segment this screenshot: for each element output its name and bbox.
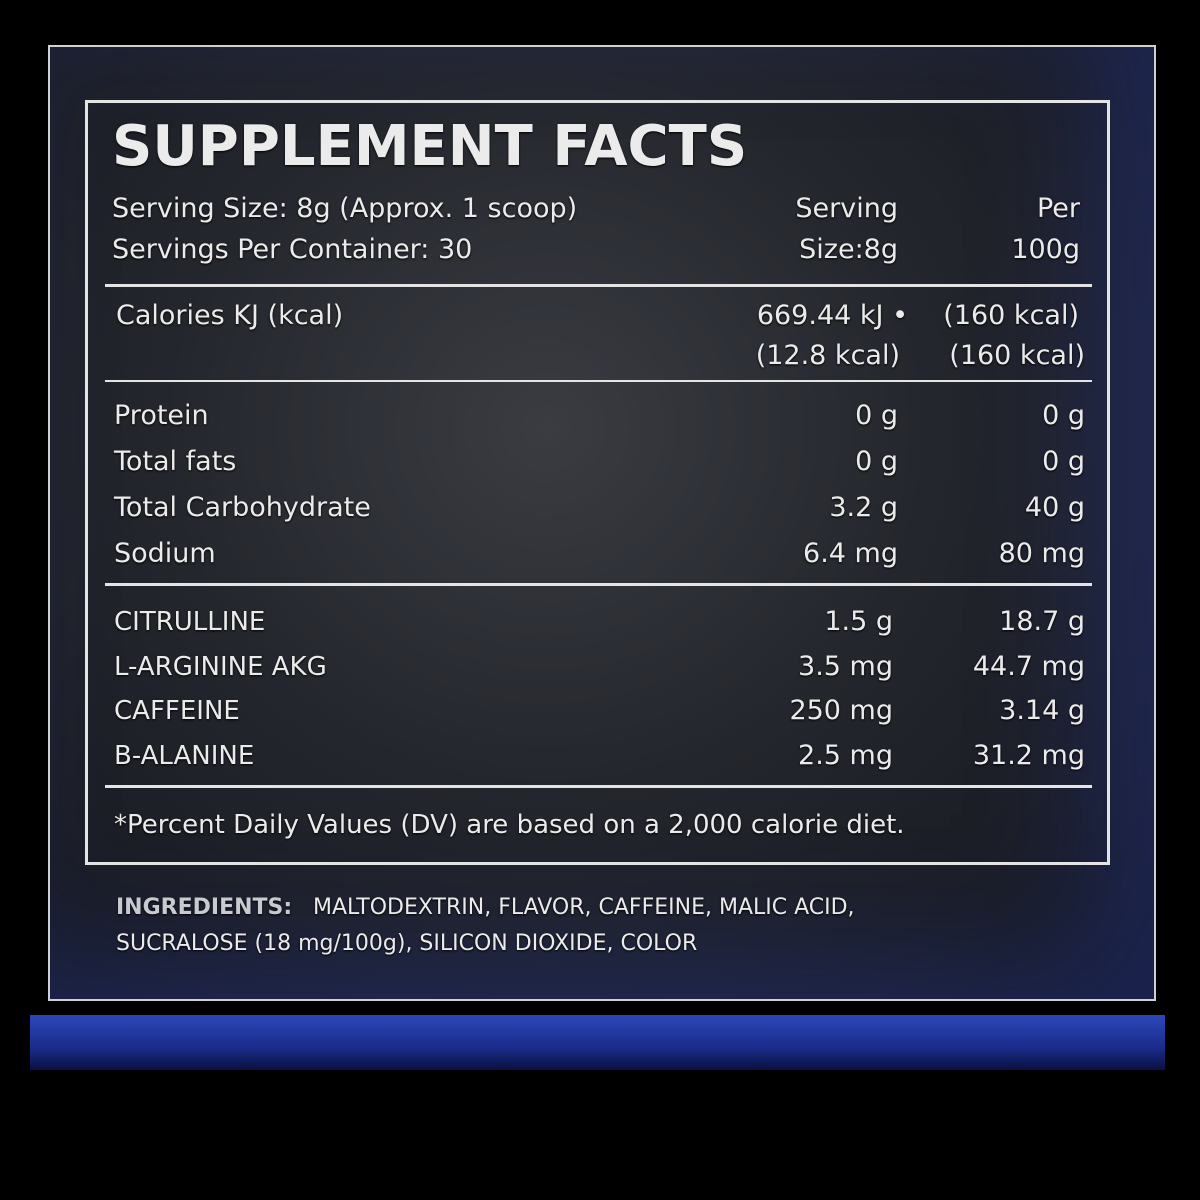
blue-glow — [30, 1015, 1165, 1070]
per-value: 40 g — [1024, 492, 1085, 523]
per-value: (160 kcal) — [943, 300, 1079, 331]
serving-value: 2.5 mg — [798, 739, 893, 771]
column-header: 100g — [1011, 234, 1080, 265]
serving-info: Servings Per Container: 30 — [112, 234, 473, 265]
facts-box — [85, 100, 1110, 865]
serving-value: (12.8 kcal) — [755, 340, 900, 371]
column-header: Per — [1036, 193, 1080, 224]
per-value: 80 mg — [998, 538, 1085, 569]
per-value: 31.2 mg — [972, 739, 1085, 771]
label-panel — [48, 45, 1156, 1001]
serving-value: 669.44 kJ • — [756, 300, 908, 331]
row-label: CITRULLINE — [114, 607, 266, 637]
divider — [105, 785, 1092, 788]
footnote: *Percent Daily Values (DV) are based on … — [114, 810, 905, 840]
serving-value: 0 g — [855, 400, 898, 431]
per-value: 3.14 g — [999, 695, 1085, 726]
serving-info: Serving Size: 8g (Approx. 1 scoop) — [112, 193, 578, 224]
row-label: Sodium — [114, 538, 216, 569]
ingredients-text: MALTODEXTRIN, FLAVOR, CAFFEINE, MALIC AC… — [313, 895, 855, 920]
row-label: Total fats — [114, 446, 237, 477]
serving-value: 250 mg — [789, 695, 893, 726]
serving-value: 3.2 g — [829, 492, 898, 523]
row-label: B-ALANINE — [114, 740, 255, 771]
serving-value: 0 g — [855, 446, 898, 477]
per-value: 18.7 g — [999, 606, 1085, 637]
column-header: Size:8g — [799, 234, 898, 265]
row-label: CAFFEINE — [114, 696, 240, 726]
ingredients-label: INGREDIENTS: — [116, 895, 293, 920]
row-label: Calories KJ (kcal) — [116, 300, 344, 331]
row-label: Total Carbohydrate — [114, 492, 371, 523]
divider — [105, 380, 1092, 382]
per-value: (160 kcal) — [949, 340, 1085, 371]
per-value: 0 g — [1042, 400, 1085, 431]
per-value: 0 g — [1042, 446, 1085, 477]
row-label: L-ARGININE AKG — [114, 651, 327, 682]
per-value: 44.7 mg — [972, 650, 1085, 682]
ingredients-text: SUCRALOSE (18 mg/100g), SILICON DIOXIDE,… — [116, 931, 698, 956]
divider — [105, 284, 1092, 287]
row-label: Protein — [114, 400, 209, 431]
serving-value: 1.5 g — [824, 606, 893, 637]
divider — [105, 583, 1092, 586]
serving-value: 6.4 mg — [803, 538, 898, 569]
serving-value: 3.5 mg — [798, 650, 893, 682]
column-header: Serving — [795, 193, 898, 224]
title: SUPPLEMENT FACTS — [112, 114, 748, 179]
